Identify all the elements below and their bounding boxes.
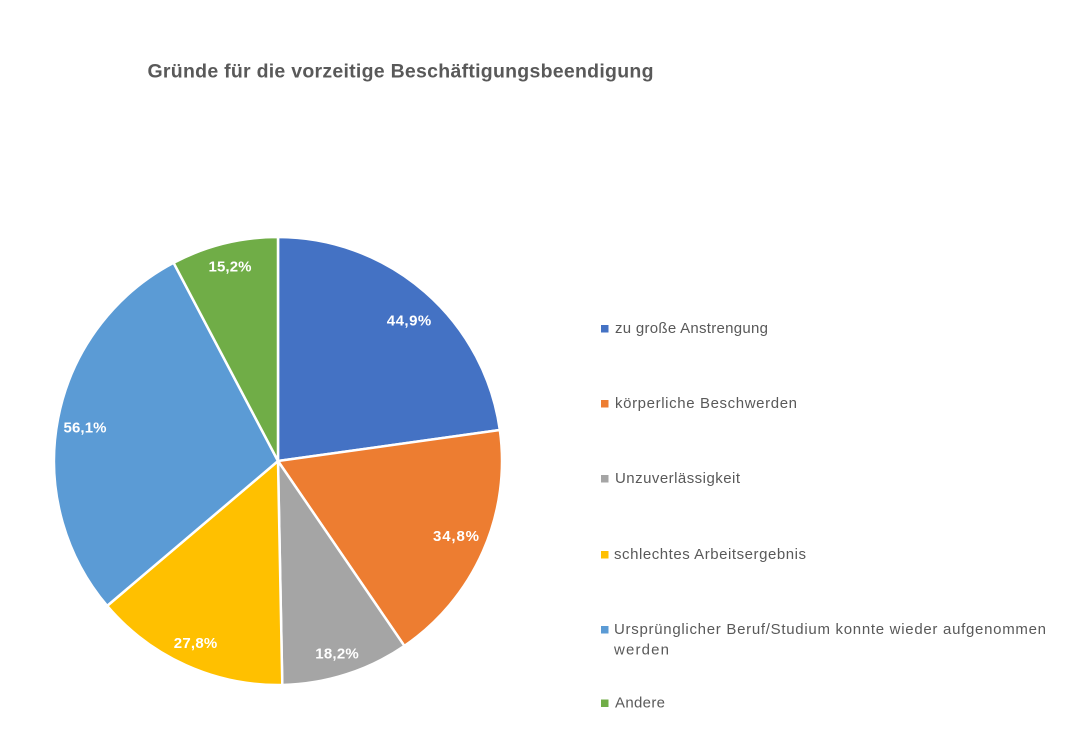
- svg-text:Gründe für die vorzeitige Besc: Gründe für die vorzeitige Beschäftigungs…: [148, 61, 654, 83]
- svg-text:56,1%: 56,1%: [64, 420, 107, 437]
- svg-text:schlechtes Arbeitsergebnis: schlechtes Arbeitsergebnis: [614, 546, 806, 563]
- svg-text:körperliche Beschwerden: körperliche Beschwerden: [615, 395, 797, 412]
- svg-text:44,9%: 44,9%: [387, 313, 432, 330]
- svg-text:zu große Anstrengung: zu große Anstrengung: [615, 320, 768, 337]
- svg-text:Ursprünglicher Beruf/Studium k: Ursprünglicher Beruf/Studium konnte wied…: [614, 621, 1046, 638]
- svg-text:werden: werden: [613, 642, 669, 659]
- svg-text:18,2%: 18,2%: [315, 646, 359, 663]
- svg-text:27,8%: 27,8%: [174, 635, 218, 652]
- svg-text:34,8%: 34,8%: [433, 528, 479, 545]
- svg-text:Andere: Andere: [615, 695, 665, 712]
- svg-text:15,2%: 15,2%: [209, 259, 252, 276]
- svg-text:Unzuverlässigkeit: Unzuverlässigkeit: [615, 470, 741, 487]
